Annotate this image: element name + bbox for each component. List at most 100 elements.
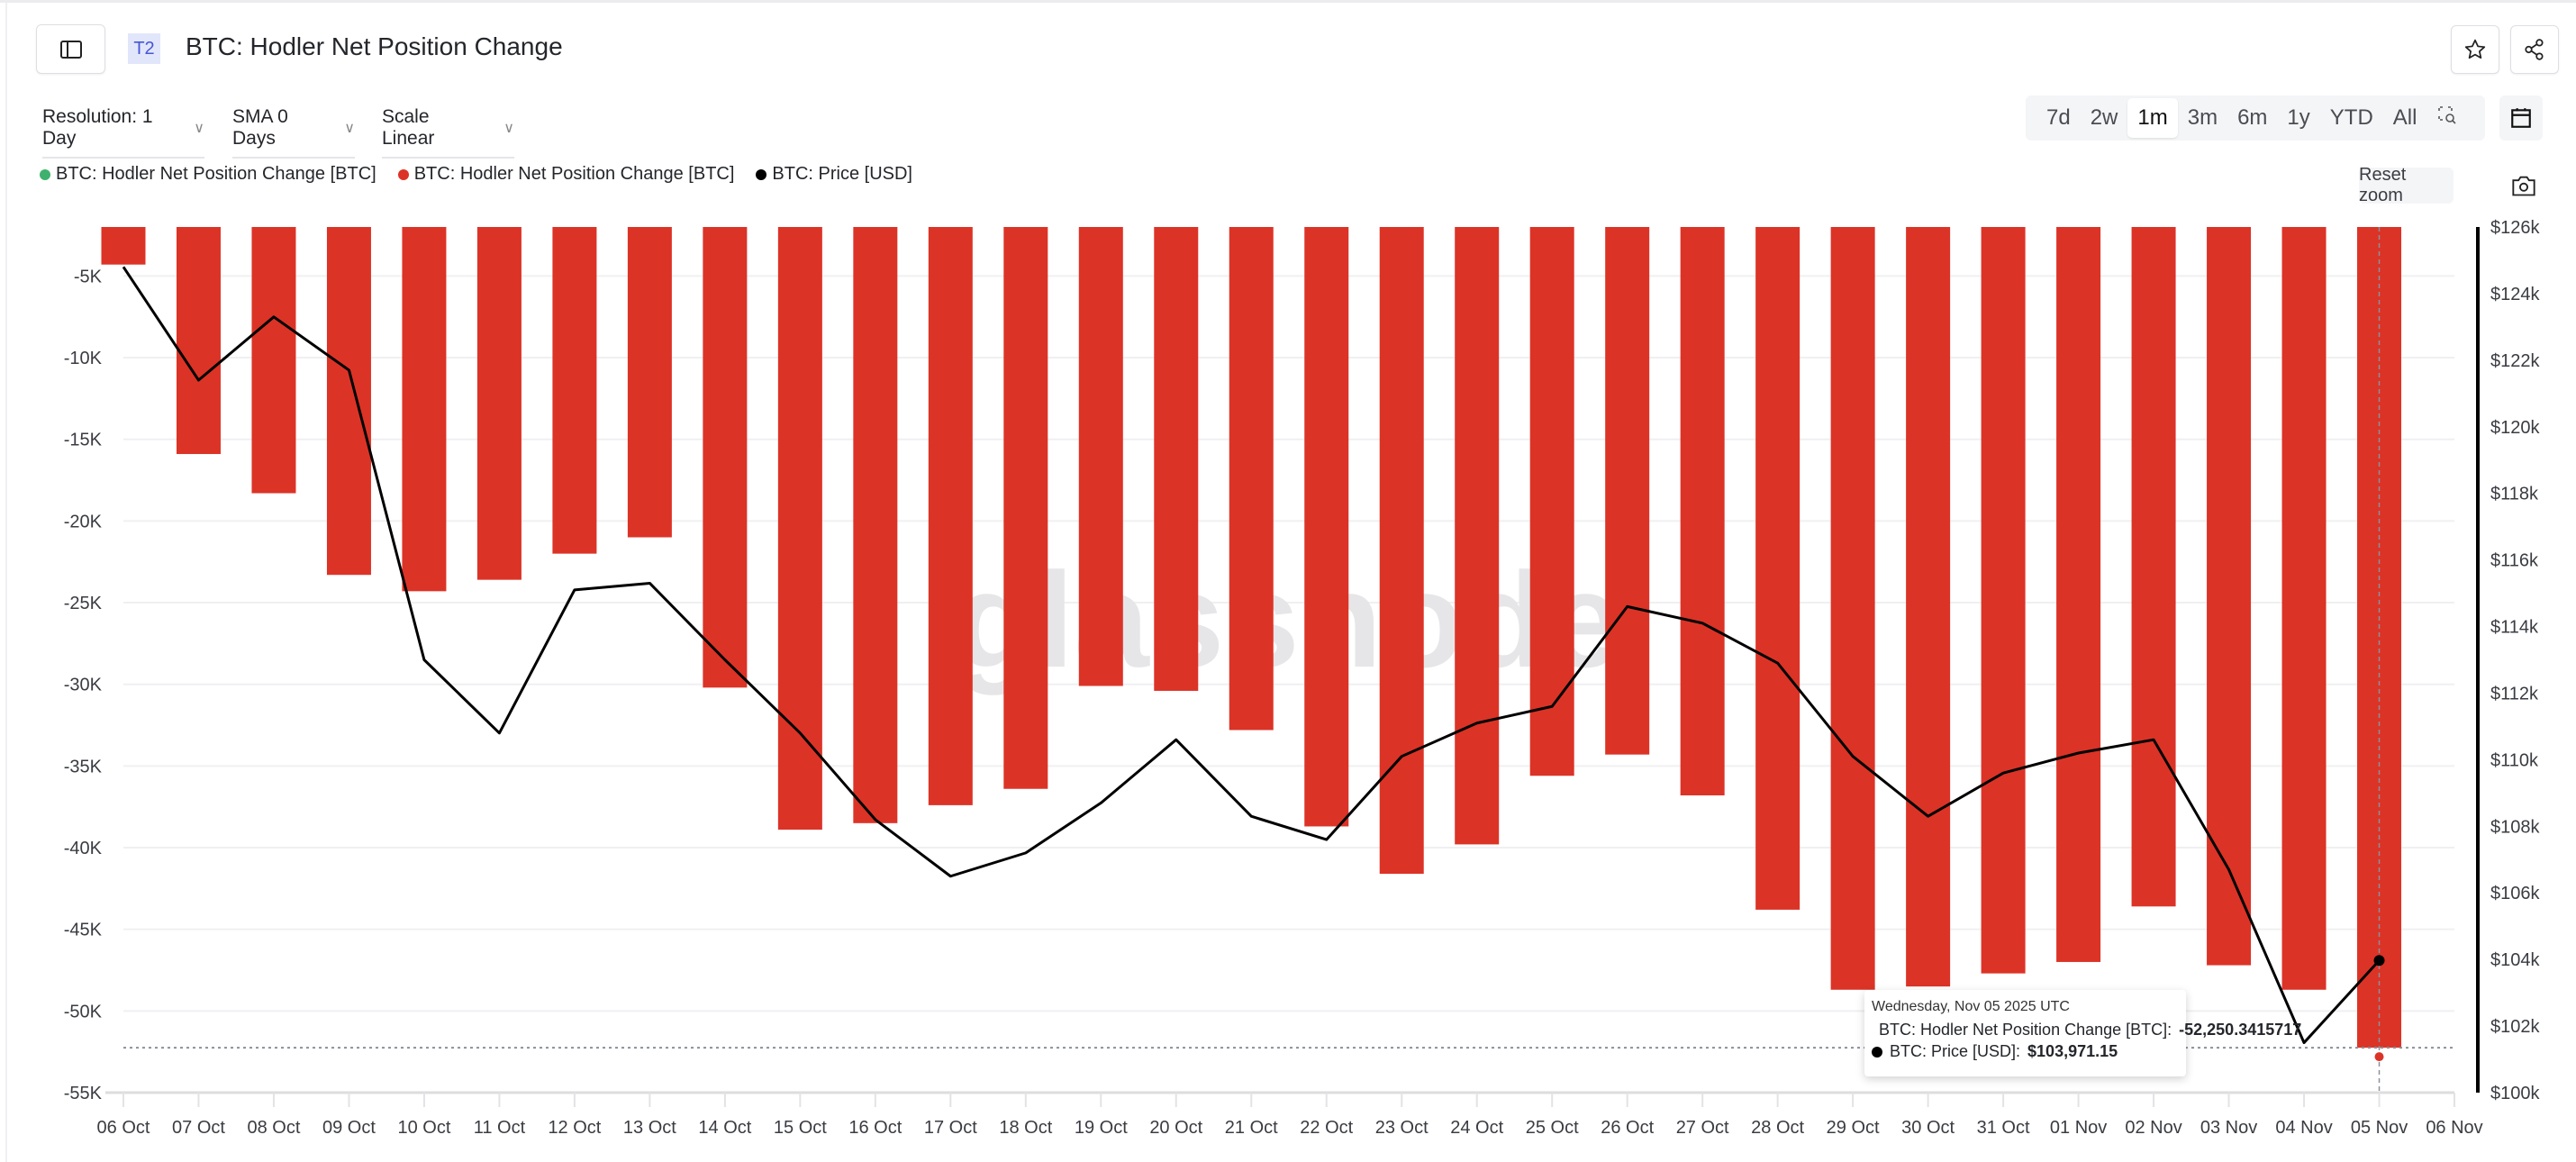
x-tick-label: 16 Oct [848, 1118, 902, 1138]
y-right-tick-label: $100k [2490, 1084, 2540, 1103]
x-tick-label: 06 Nov [2426, 1118, 2482, 1138]
bar-21-oct [1229, 227, 1274, 731]
bar-18-oct [1003, 227, 1048, 789]
legend-dot-red [397, 168, 409, 180]
range-2w[interactable]: 2w [2090, 105, 2118, 130]
y-left-tick-label: -40K [64, 839, 103, 858]
x-tick-label: 06 Oct [97, 1118, 150, 1138]
range-ytd[interactable]: YTD [2329, 105, 2373, 130]
range-1y[interactable]: 1y [2287, 105, 2310, 130]
resolution-value: Resolution: 1 Day [42, 106, 153, 149]
share-icon [2525, 39, 2544, 60]
bar-06-oct [101, 227, 146, 265]
tier-badge: T2 [128, 33, 160, 64]
zoom-select-button[interactable] [2426, 97, 2468, 140]
range-all[interactable]: All [2392, 105, 2417, 130]
x-tick-label: 25 Oct [1526, 1118, 1579, 1138]
x-tick-label: 15 Oct [774, 1118, 827, 1138]
y-right-tick-label: $114k [2490, 618, 2539, 638]
x-tick-label: 19 Oct [1075, 1118, 1128, 1138]
chevron-down-icon: ∨ [344, 121, 355, 136]
y-left-tick-label: -10K [64, 349, 103, 368]
y-left-tick-label: -30K [64, 676, 103, 695]
x-tick-label: 10 Oct [397, 1118, 450, 1138]
bar-14-oct [703, 227, 748, 688]
bar-26-oct [1605, 227, 1650, 755]
bar-30-oct [1906, 227, 1951, 987]
bar-24-oct [1455, 227, 1500, 845]
x-tick-label: 04 Nov [2275, 1118, 2332, 1138]
y-right-tick-label: $102k [2490, 1017, 2540, 1037]
watermark: glassnode [954, 544, 1622, 695]
y-right-tick-label: $110k [2490, 750, 2539, 770]
y-left-tick-label: -25K [64, 594, 103, 613]
reset-zoom-button[interactable]: Reset zoom [2359, 165, 2454, 205]
bar-04-nov [2281, 227, 2327, 990]
price-point [2373, 955, 2385, 967]
x-tick-label: 11 Oct [474, 1118, 526, 1138]
bar-17-oct [928, 227, 973, 805]
x-tick-label: 29 Oct [1827, 1118, 1880, 1138]
x-tick-label: 13 Oct [623, 1118, 676, 1138]
chevron-down-icon: ∨ [503, 121, 514, 136]
resolution-dropdown[interactable]: Resolution: 1 Day ∨ [42, 106, 204, 159]
x-tick-label: 18 Oct [999, 1118, 1052, 1138]
x-tick-label: 28 Oct [1751, 1118, 1804, 1138]
bar-13-oct [627, 227, 672, 538]
bar-25-oct [1529, 227, 1574, 776]
bar-08-oct [251, 227, 296, 494]
y-left-tick-label: -20K [64, 512, 103, 531]
calendar-icon [2511, 108, 2531, 128]
x-tick-label: 21 Oct [1225, 1118, 1278, 1138]
screenshot-button[interactable] [2511, 174, 2536, 202]
legend-label: BTC: Hodler Net Position Change [BTC] [413, 164, 735, 184]
y-right-tick-label: $120k [2490, 418, 2540, 438]
x-tick-label: 20 Oct [1149, 1118, 1202, 1138]
x-tick-label: 14 Oct [698, 1118, 751, 1138]
legend-item-hodler-positive[interactable]: BTC: Hodler Net Position Change [BTC] [40, 164, 376, 185]
x-tick-label: 02 Nov [2125, 1118, 2181, 1138]
y-right-tick-label: $112k [2490, 684, 2539, 704]
bar-12-oct [552, 227, 597, 554]
bar-22-oct [1304, 227, 1349, 827]
favorite-button[interactable] [2451, 25, 2499, 74]
calendar-button[interactable] [2499, 95, 2543, 141]
y-left-tick-label: -55K [64, 1084, 103, 1103]
page-title: BTC: Hodler Net Position Change [186, 32, 563, 60]
bar-20-oct [1154, 227, 1199, 691]
camera-icon [2512, 176, 2535, 196]
scale-value: Scale Linear [382, 106, 435, 149]
bar-10-oct [402, 227, 447, 592]
sidebar-toggle-button[interactable] [36, 24, 105, 74]
range-1m[interactable]: 1m [2127, 98, 2178, 138]
legend-item-price[interactable]: BTC: Price [USD] [756, 164, 912, 185]
range-7d[interactable]: 7d [2046, 105, 2071, 130]
y-left-tick-label: -15K [64, 431, 103, 450]
y-left-tick-label: -45K [64, 921, 103, 940]
range-3m[interactable]: 3m [2187, 105, 2218, 130]
scale-dropdown[interactable]: Scale Linear ∨ [382, 106, 514, 159]
y-right-tick-label: $122k [2490, 351, 2540, 371]
legend-dot-green [40, 168, 50, 180]
legend-label: BTC: Hodler Net Position Change [BTC] [56, 164, 376, 184]
x-tick-label: 26 Oct [1601, 1118, 1654, 1138]
y-right-tick-label: $118k [2490, 485, 2539, 504]
zoom-select-icon [2438, 105, 2457, 124]
legend: BTC: Hodler Net Position Change [BTC] BT… [40, 164, 912, 185]
bar-19-oct [1078, 227, 1123, 686]
bar-15-oct [777, 227, 822, 831]
legend-item-hodler-negative[interactable]: BTC: Hodler Net Position Change [BTC] [397, 164, 735, 185]
share-button[interactable] [2510, 25, 2559, 74]
bar-02-nov [2131, 227, 2176, 907]
price-line [122, 266, 2381, 1045]
tooltip-label: BTC: Price [USD]: [1890, 1042, 2021, 1060]
bar-01-nov [2056, 227, 2101, 962]
bar-27-oct [1680, 227, 1725, 795]
bar-16-oct [853, 227, 898, 823]
bar-07-oct [176, 227, 221, 455]
range-6m[interactable]: 6m [2237, 105, 2268, 130]
x-tick-label: 30 Oct [1901, 1118, 1955, 1138]
sma-dropdown[interactable]: SMA 0 Days ∨ [232, 106, 355, 159]
sidebar-icon [59, 40, 82, 59]
